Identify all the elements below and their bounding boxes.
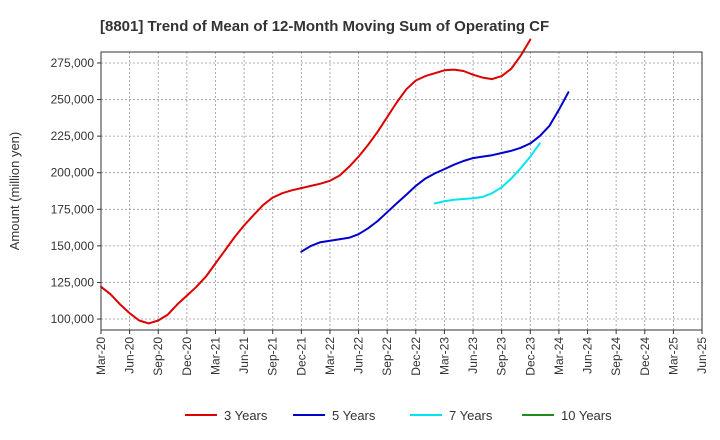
chart-title: [8801] Trend of Mean of 12-Month Moving … xyxy=(100,18,549,35)
x-tick-label: Dec-23 xyxy=(523,337,537,376)
y-tick-label: 200,000 xyxy=(51,166,95,180)
x-tick-label: Mar-25 xyxy=(666,337,680,375)
x-tick-label: Mar-20 xyxy=(94,337,108,375)
x-tick-label: Jun-20 xyxy=(123,337,137,374)
y-tick-label: 250,000 xyxy=(51,93,95,107)
x-tick-labels: Mar-20 Jun-20 Sep-20 Dec-20 Mar-21 Jun-21 Sep-… xyxy=(94,330,709,376)
x-tick-label: Dec-24 xyxy=(638,337,652,376)
x-tick-label: Mar-22 xyxy=(323,337,337,375)
plot-frame xyxy=(100,51,703,331)
x-tick-label: Sep-20 xyxy=(151,337,165,376)
x-tick-label: Jun-21 xyxy=(237,337,251,374)
x-tick-label: Jun-22 xyxy=(352,337,366,374)
y-tick-label: 225,000 xyxy=(51,129,95,143)
x-tick-label: Sep-24 xyxy=(609,337,623,376)
x-tick-label: Sep-23 xyxy=(495,337,509,376)
legend-label: 3 Years xyxy=(224,408,268,423)
x-tick-label: Mar-21 xyxy=(208,337,222,375)
x-tick-label: Dec-20 xyxy=(180,337,194,376)
y-tick-label: 150,000 xyxy=(51,239,95,253)
x-tick-label: Jun-24 xyxy=(581,337,595,374)
series-line-3-years xyxy=(100,38,532,325)
y-tick-label: 125,000 xyxy=(51,275,95,289)
x-tick-label: Mar-23 xyxy=(437,337,451,375)
y-tick-label: 275,000 xyxy=(51,56,95,70)
series-layer xyxy=(100,38,570,325)
legend-label: 5 Years xyxy=(332,408,376,423)
y-tick-label: 100,000 xyxy=(51,312,95,326)
legend: 3 Years 5 Years 7 Years 10 Years xyxy=(185,408,612,423)
y-tick-label: 175,000 xyxy=(51,202,95,216)
series-line-5-years xyxy=(300,91,570,253)
series-line-7-years xyxy=(433,142,541,205)
x-tick-label: Dec-22 xyxy=(409,337,423,376)
x-tick-label: Sep-21 xyxy=(266,337,280,376)
grid-layer xyxy=(101,52,702,330)
x-tick-label: Sep-22 xyxy=(380,337,394,376)
legend-label: 7 Years xyxy=(449,408,493,423)
y-tick-labels: 100,000 125,000 150,000 175,000 200,000 225,0… xyxy=(51,56,101,326)
x-tick-label: Mar-24 xyxy=(552,337,566,375)
y-axis-label: Amount (million yen) xyxy=(7,132,22,251)
x-tick-label: Jun-25 xyxy=(695,337,709,374)
legend-label: 10 Years xyxy=(561,408,612,423)
x-tick-label: Jun-23 xyxy=(466,337,480,374)
x-tick-label: Dec-21 xyxy=(294,337,308,376)
